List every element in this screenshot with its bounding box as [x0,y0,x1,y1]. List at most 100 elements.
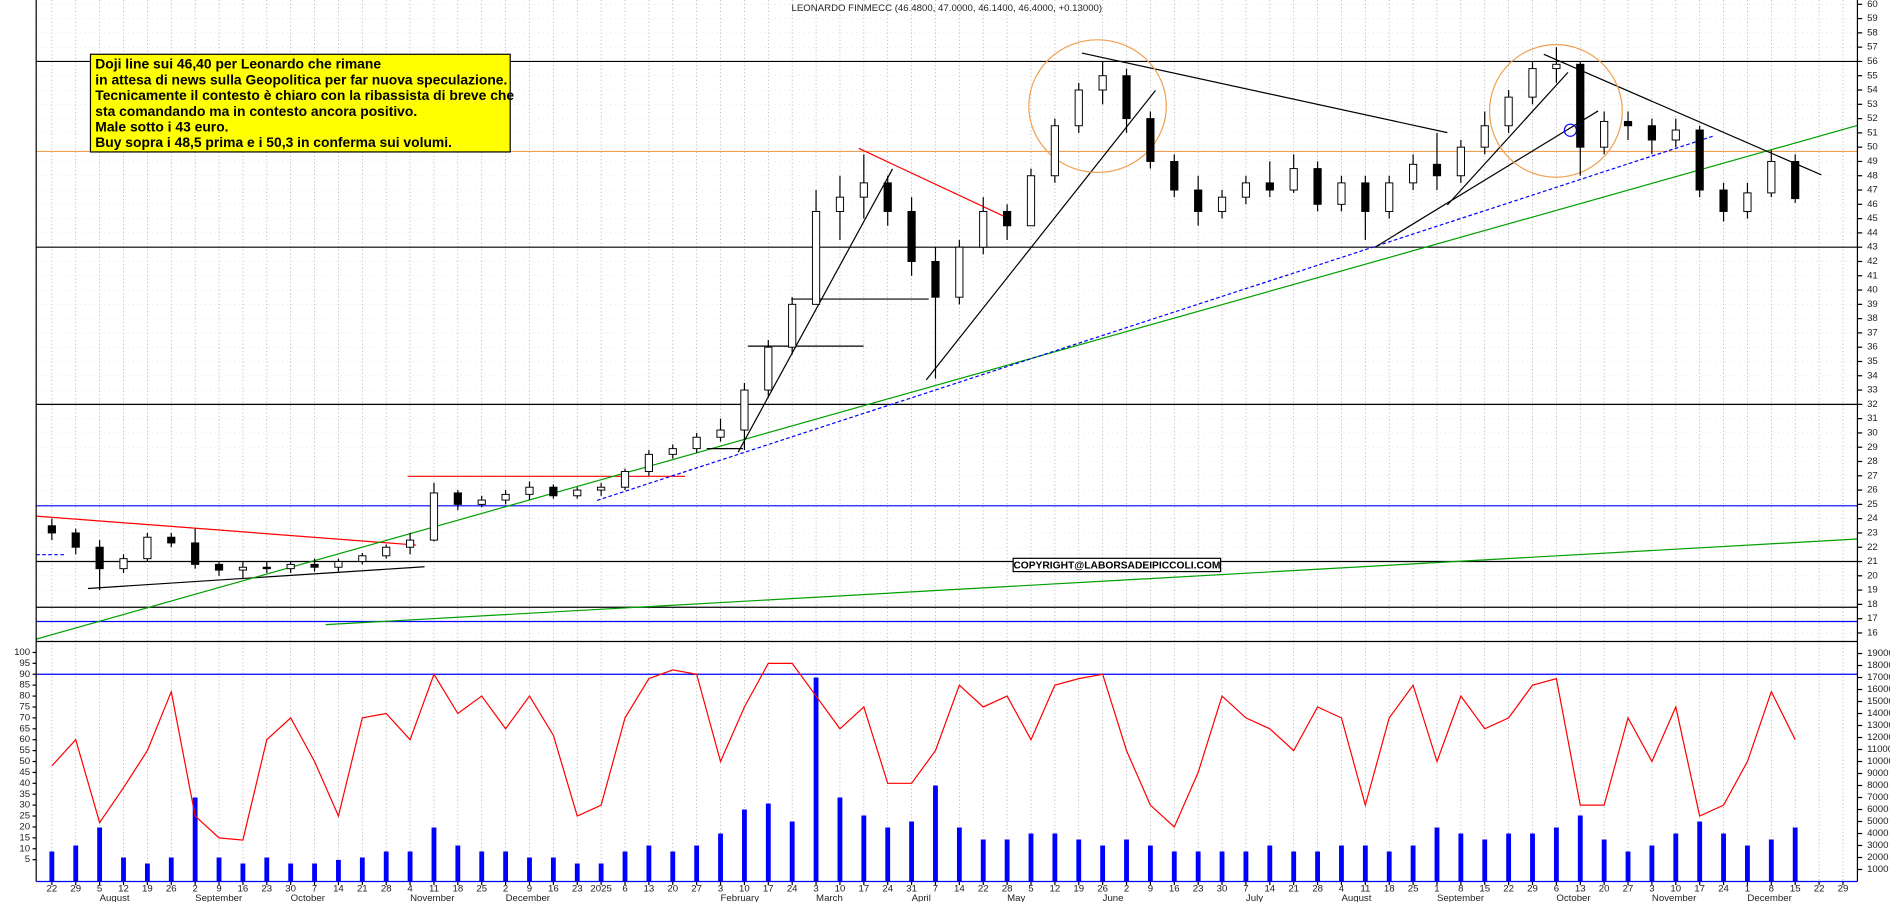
candle-body [310,563,319,568]
y-tick-label: 42 [1867,256,1878,267]
x-tick-label: 21 [1288,883,1299,894]
candle-body [405,539,415,548]
y-tick-label: 36 [1867,342,1878,353]
month-label: March [816,893,843,902]
candle-body [1122,75,1131,120]
x-tick-label: 15 [1479,883,1490,894]
candle-body [1623,120,1633,127]
oscillator-line [51,662,1796,841]
candle-body [71,532,80,548]
x-tick-label: 24 [787,883,798,894]
x-tick-label: 1 [1434,883,1439,894]
y-tick-label: 19 [1867,585,1878,596]
volume-tick-label: 13000 [1867,720,1890,731]
month-label: September [195,893,243,902]
annotation-line: Doji line sui 46,40 per Leonardo che rim… [95,56,381,72]
x-tick-label: 2 [503,883,508,894]
x-tick-label: 9 [1148,883,1153,894]
y-tick-label: 33 [1867,385,1878,396]
x-tick-label: 5 [97,883,102,894]
volume-bar [121,857,126,882]
trendline [1374,110,1599,248]
y-tick-label: 50 [1867,142,1878,153]
x-tick-label: 29 [70,883,81,894]
volume-tick-label: 5000 [1867,816,1888,827]
volume-bar [479,851,485,882]
candle-body [501,493,510,501]
y-tick-label: 44 [1867,227,1878,238]
volume-bar [1530,833,1535,882]
osc-tick-label: 25 [19,811,30,822]
x-tick-label: 21 [357,883,368,894]
candle-body [1194,189,1203,212]
x-tick-label: 28 [1312,883,1323,894]
x-tick-label: 9 [527,883,532,894]
x-tick-label: 10 [1670,883,1681,894]
candle-body [931,260,940,298]
candle-body [1170,160,1179,191]
candle-body [1456,146,1465,177]
volume-tick-label: 3000 [1867,840,1888,851]
volume-bar [1052,833,1058,882]
x-tick-label: 28 [381,883,392,894]
osc-tick-label: 70 [19,712,30,723]
candle-body [788,303,797,348]
x-tick-label: 5 [1028,883,1033,894]
candle-body [1480,125,1489,148]
x-tick-label: 26 [166,883,177,894]
trendline [1081,52,1448,134]
osc-tick-label: 60 [19,734,30,745]
volume-bar [1649,845,1655,882]
x-tick-label: 7 [312,883,317,894]
x-tick-label: 3 [813,883,818,894]
volume-bar [694,845,700,882]
candle-body [1313,168,1322,205]
candle-body [811,210,821,305]
osc-tick-label: 85 [19,680,30,691]
volume-bar [980,839,986,882]
volume-bar [1004,839,1010,882]
annotation: Doji line sui 46,40 per Leonardo che rim… [95,56,514,150]
y-tick-label: 52 [1867,113,1878,124]
x-tick-label: 17 [858,883,869,894]
candle-body [1528,68,1537,98]
volume-bar [1745,845,1750,882]
candle-body [382,546,391,557]
x-tick-label: 17 [1694,883,1705,894]
candle-body [191,542,200,565]
annotation-line: Tecnicamente il contesto è chiaro con la… [95,87,514,103]
y-tick-label: 41 [1867,270,1878,281]
volume-bar [1362,845,1368,882]
volume-bar [956,827,962,882]
candle-body [262,566,271,570]
volume-bar [503,851,509,882]
volume-tick-label: 9000 [1867,768,1888,779]
x-tick-label: 3 [1649,883,1654,894]
y-tick-label: 24 [1867,513,1878,524]
y-tick-label: 28 [1867,456,1878,467]
candle-body [859,182,868,198]
candle-body [1098,75,1107,91]
x-tick-label: 16 [1169,883,1180,894]
candle-body [1767,160,1776,194]
volume-tick-label: 15000 [1867,696,1890,707]
osc-tick-label: 100 [14,647,30,658]
y-tick-label: 48 [1867,170,1878,181]
volume-bar [550,857,556,882]
candle-body [1504,96,1513,127]
y-tick-label: 18 [1867,599,1878,610]
osc-tick-label: 20 [19,822,30,833]
candle-body [1289,168,1298,191]
candle-body [1600,120,1609,148]
month-label: October [291,893,326,902]
x-tick-label: 25 [476,883,487,894]
y-tick-label: 45 [1867,213,1878,224]
x-tick-label: 24 [882,883,893,894]
x-tick-label: 14 [954,883,965,894]
x-tick-label: 19 [142,883,153,894]
y-tick-label: 29 [1867,442,1878,453]
osc-tick-label: 80 [19,691,30,702]
candle-body [477,499,486,505]
candle-body [1003,210,1012,227]
candle-body [1146,118,1155,162]
